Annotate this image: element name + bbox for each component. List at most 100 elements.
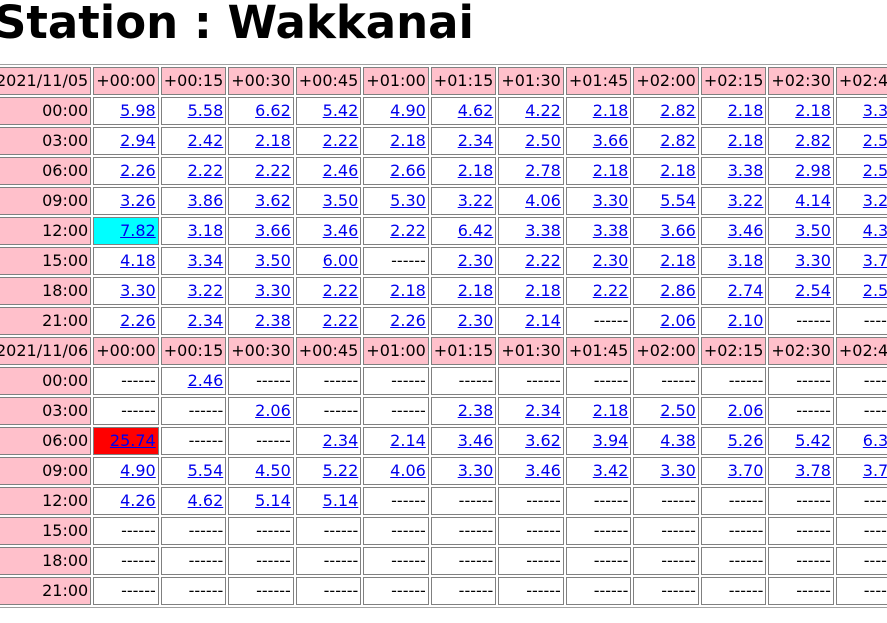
value-link[interactable]: 2.22 — [322, 131, 359, 150]
value-link[interactable]: 3.42 — [592, 461, 629, 480]
value-link[interactable]: 2.74 — [727, 281, 764, 300]
value-link[interactable]: 2.58 — [862, 131, 887, 150]
value-link[interactable]: 4.18 — [120, 251, 156, 270]
value-link[interactable]: 2.26 — [120, 161, 156, 180]
value-link[interactable]: 5.14 — [322, 491, 359, 510]
value-link[interactable]: 5.42 — [322, 101, 359, 120]
value-link[interactable]: 2.22 — [255, 161, 291, 180]
value-link[interactable]: 2.34 — [322, 431, 359, 450]
value-link[interactable]: 4.62 — [187, 491, 224, 510]
value-link[interactable]: 3.38 — [592, 221, 629, 240]
value-link[interactable]: 3.86 — [187, 191, 224, 210]
value-link[interactable]: 2.06 — [727, 401, 764, 420]
value-link[interactable]: 3.38 — [525, 221, 561, 240]
value-link[interactable]: 3.30 — [120, 281, 156, 300]
value-link[interactable]: 2.10 — [727, 311, 764, 330]
value-link[interactable]: 2.18 — [255, 131, 291, 150]
value-link[interactable]: 2.18 — [390, 281, 426, 300]
value-link[interactable]: 3.26 — [120, 191, 156, 210]
value-link[interactable]: 2.22 — [525, 251, 561, 270]
value-link[interactable]: 2.18 — [660, 161, 696, 180]
value-link[interactable]: 6.34 — [862, 431, 887, 450]
value-link[interactable]: 4.06 — [525, 191, 561, 210]
value-link[interactable]: 2.18 — [727, 131, 764, 150]
value-link[interactable]: 3.46 — [322, 221, 359, 240]
value-link[interactable]: 4.26 — [120, 491, 156, 510]
value-link[interactable]: 3.22 — [187, 281, 224, 300]
value-link[interactable]: 2.38 — [255, 311, 291, 330]
value-link[interactable]: 3.62 — [255, 191, 291, 210]
value-link[interactable]: 2.50 — [862, 281, 887, 300]
value-link[interactable]: 2.18 — [727, 101, 764, 120]
value-link[interactable]: 2.06 — [660, 311, 696, 330]
value-link[interactable]: 6.42 — [457, 221, 494, 240]
value-link[interactable]: 2.18 — [592, 101, 629, 120]
value-link[interactable]: 3.50 — [795, 221, 831, 240]
value-link[interactable]: 5.54 — [187, 461, 224, 480]
value-link[interactable]: 2.30 — [457, 311, 494, 330]
value-link[interactable]: 5.30 — [390, 191, 426, 210]
value-link[interactable]: 5.22 — [322, 461, 359, 480]
value-link[interactable]: 2.82 — [660, 101, 696, 120]
value-link[interactable]: 4.38 — [660, 431, 696, 450]
value-link[interactable]: 3.46 — [525, 461, 561, 480]
value-link[interactable]: 3.30 — [862, 101, 887, 120]
value-link[interactable]: 2.98 — [795, 161, 831, 180]
value-link[interactable]: 3.50 — [322, 191, 359, 210]
value-link[interactable]: 2.50 — [660, 401, 696, 420]
value-link[interactable]: 2.34 — [457, 131, 494, 150]
value-link[interactable]: 2.18 — [660, 251, 696, 270]
value-link[interactable]: 3.78 — [862, 251, 887, 270]
value-link[interactable]: 2.66 — [390, 161, 426, 180]
value-link[interactable]: 3.50 — [255, 251, 291, 270]
value-link[interactable]: 2.18 — [457, 281, 494, 300]
value-link[interactable]: 2.82 — [660, 131, 696, 150]
value-link[interactable]: 4.22 — [525, 101, 561, 120]
value-link[interactable]: 6.00 — [322, 251, 359, 270]
value-link[interactable]: 2.82 — [795, 131, 831, 150]
value-link[interactable]: 4.06 — [390, 461, 426, 480]
value-link[interactable]: 3.38 — [727, 161, 764, 180]
value-link[interactable]: 4.50 — [255, 461, 291, 480]
value-link[interactable]: 3.30 — [592, 191, 629, 210]
value-link[interactable]: 3.18 — [727, 251, 764, 270]
value-link[interactable]: 2.86 — [660, 281, 696, 300]
value-link[interactable]: 3.30 — [660, 461, 696, 480]
value-link[interactable]: 2.18 — [390, 131, 426, 150]
value-link[interactable]: 2.18 — [457, 161, 494, 180]
value-link[interactable]: 3.66 — [592, 131, 629, 150]
value-link[interactable]: 3.18 — [187, 221, 224, 240]
value-link[interactable]: 4.90 — [120, 461, 156, 480]
value-link[interactable]: 2.34 — [187, 311, 224, 330]
value-link[interactable]: 2.26 — [120, 311, 156, 330]
value-link[interactable]: 4.14 — [795, 191, 831, 210]
value-link[interactable]: 2.54 — [795, 281, 831, 300]
value-link[interactable]: 2.30 — [457, 251, 494, 270]
value-link[interactable]: 3.46 — [727, 221, 764, 240]
value-link[interactable]: 5.54 — [660, 191, 696, 210]
value-link[interactable]: 4.90 — [390, 101, 426, 120]
value-link[interactable]: 3.30 — [457, 461, 494, 480]
value-link[interactable]: 2.54 — [862, 161, 887, 180]
value-link[interactable]: 3.94 — [592, 431, 629, 450]
value-link[interactable]: 2.50 — [525, 131, 561, 150]
value-link[interactable]: 25.74 — [109, 431, 156, 450]
value-link[interactable]: 2.94 — [120, 131, 156, 150]
value-link[interactable]: 5.42 — [795, 431, 831, 450]
value-link[interactable]: 2.78 — [525, 161, 561, 180]
value-link[interactable]: 2.14 — [525, 311, 561, 330]
value-link[interactable]: 7.82 — [120, 221, 156, 240]
value-link[interactable]: 2.46 — [187, 371, 224, 390]
value-link[interactable]: 3.22 — [727, 191, 764, 210]
value-link[interactable]: 3.78 — [795, 461, 831, 480]
value-link[interactable]: 2.18 — [795, 101, 831, 120]
value-link[interactable]: 3.30 — [255, 281, 291, 300]
value-link[interactable]: 2.22 — [322, 311, 359, 330]
value-link[interactable]: 2.34 — [525, 401, 561, 420]
value-link[interactable]: 3.26 — [862, 191, 887, 210]
value-link[interactable]: 2.06 — [255, 401, 291, 420]
value-link[interactable]: 2.18 — [525, 281, 561, 300]
value-link[interactable]: 2.22 — [592, 281, 629, 300]
value-link[interactable]: 2.18 — [592, 401, 629, 420]
value-link[interactable]: 3.46 — [457, 431, 494, 450]
